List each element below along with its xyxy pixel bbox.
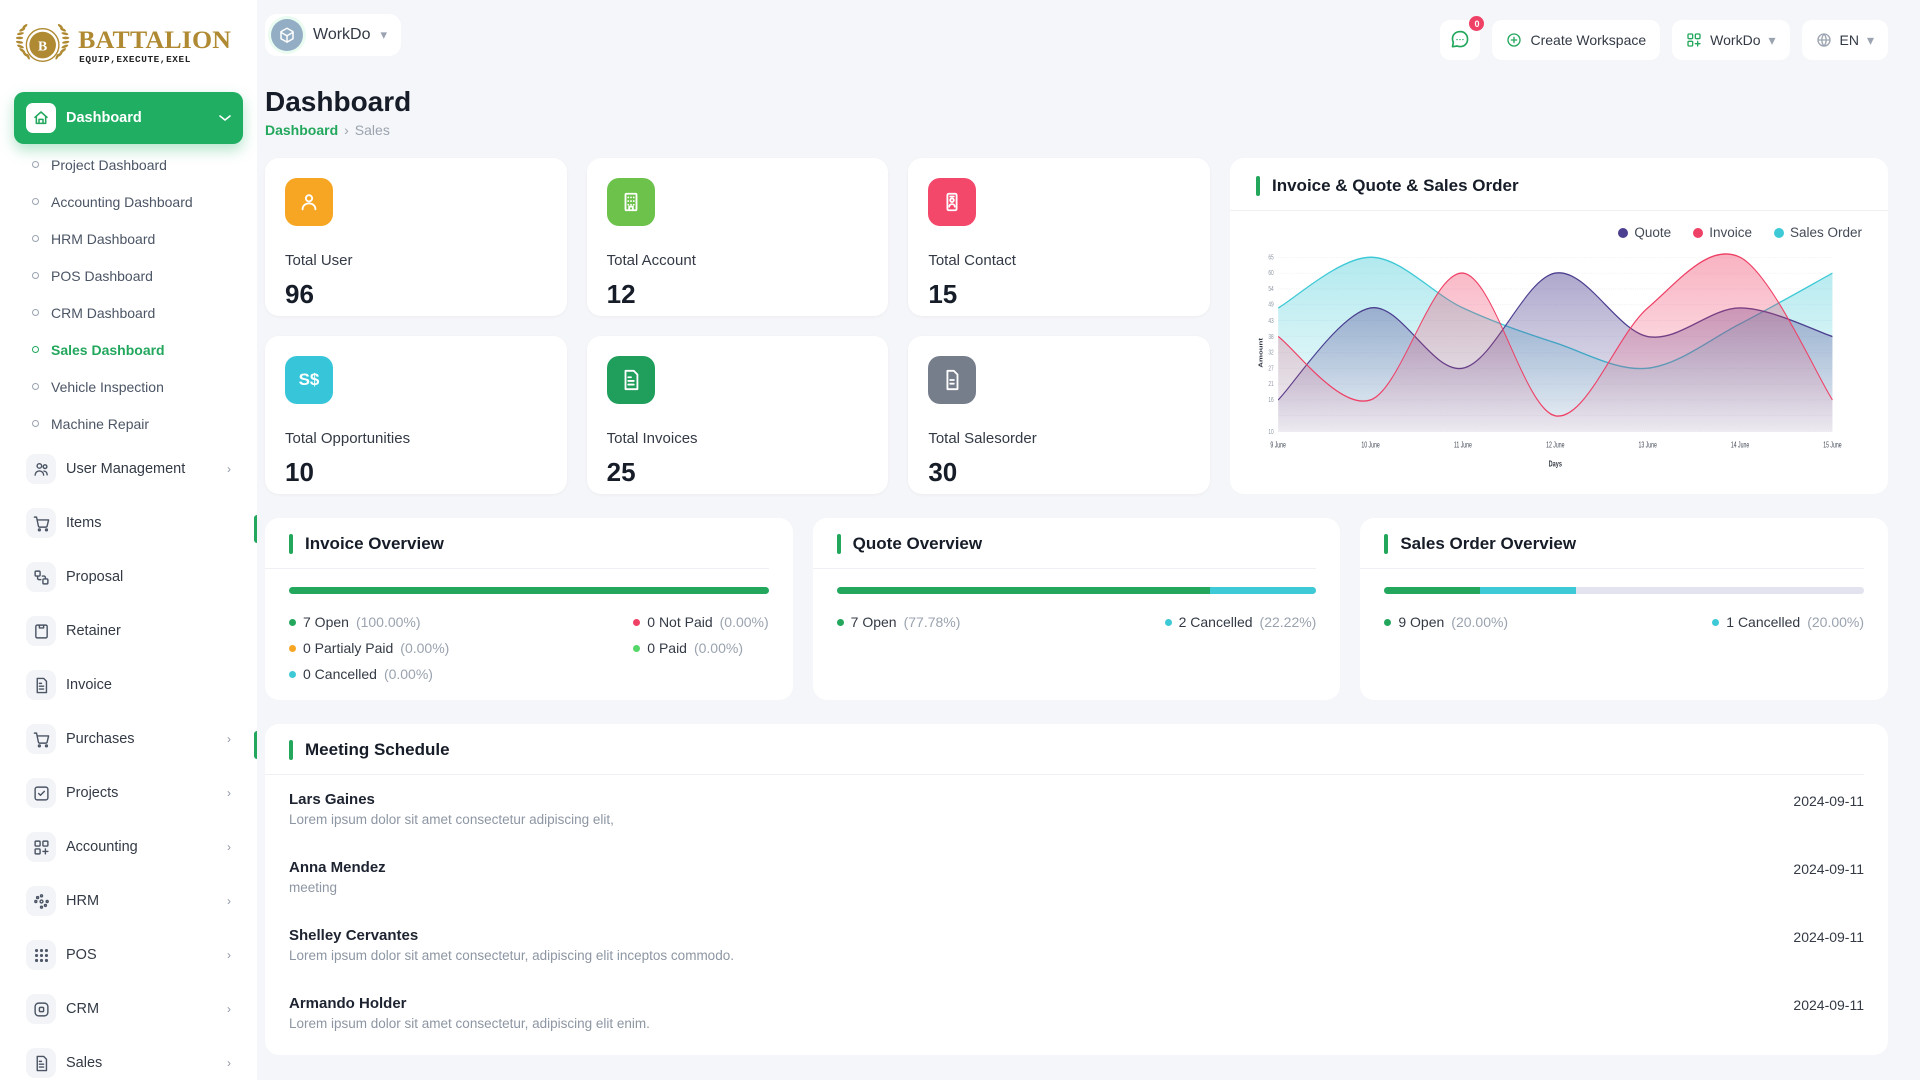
svg-text:43: 43 <box>1268 317 1274 325</box>
svg-text:10 June: 10 June <box>1361 441 1380 449</box>
svg-text:11 June: 11 June <box>1454 441 1472 449</box>
svg-text:21: 21 <box>1268 380 1274 388</box>
svg-text:EQUIP,EXECUTE,EXEL: EQUIP,EXECUTE,EXEL <box>79 54 191 65</box>
svg-text:10: 10 <box>1268 428 1274 436</box>
svg-text:14 June: 14 June <box>1731 441 1750 449</box>
svg-text:60: 60 <box>1268 269 1274 277</box>
svg-text:B: B <box>38 38 47 53</box>
svg-text:12 June: 12 June <box>1546 441 1565 449</box>
svg-text:Amount: Amount <box>1259 337 1264 368</box>
svg-text:Days: Days <box>1549 459 1562 468</box>
svg-text:49: 49 <box>1268 301 1274 309</box>
svg-text:BATTALION: BATTALION <box>78 25 231 54</box>
svg-text:32: 32 <box>1268 349 1274 357</box>
svg-text:65: 65 <box>1268 254 1274 262</box>
svg-text:27: 27 <box>1268 364 1274 372</box>
svg-text:13 June: 13 June <box>1638 441 1657 449</box>
svg-text:54: 54 <box>1268 285 1274 293</box>
svg-text:15 June: 15 June <box>1823 441 1842 449</box>
svg-text:16: 16 <box>1268 396 1274 404</box>
svg-text:9 June: 9 June <box>1270 441 1286 449</box>
svg-text:38: 38 <box>1268 333 1274 341</box>
